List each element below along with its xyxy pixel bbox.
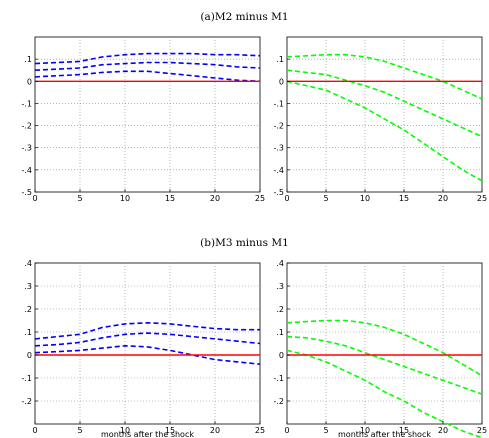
x-tick-label: 20 — [210, 194, 220, 203]
y-tick-label: 0 — [279, 77, 284, 86]
y-tick-label: -.3 — [21, 144, 32, 153]
y-tick-label: .1 — [276, 55, 284, 64]
y-tick-label: .4 — [276, 259, 284, 268]
x-tick-label: 10 — [120, 426, 130, 435]
x-tick-label: 10 — [120, 194, 130, 203]
y-tick-label: 0 — [27, 77, 32, 86]
axes-frame — [34, 262, 261, 425]
y-tick-label: .4 — [24, 259, 32, 268]
series-line-3 — [286, 349, 483, 438]
y-tick-label: .1 — [24, 328, 32, 337]
y-tick-label: -.1 — [21, 99, 32, 108]
series-line-3 — [286, 80, 483, 182]
x-tick-label: 25 — [255, 194, 265, 203]
axes-frame — [34, 36, 261, 193]
y-tick-label: -.5 — [273, 188, 284, 197]
plots: 0 5 10 15 20 25 -.5 -.4 -.3 -.2 -.1 0 .1 0 5 10 15 20 25 -.… — [21, 36, 487, 438]
x-tick-label: 15 — [165, 194, 175, 203]
y-tick-label: .3 — [24, 282, 32, 291]
y-tick-label: -.3 — [273, 144, 284, 153]
plot-4: 0 5 10 15 20 25 -.2 -.1 0 .1 .2 .3 .4 months after th… — [273, 259, 487, 438]
x-tick-label: 0 — [32, 194, 37, 203]
series-line-3 — [34, 70, 261, 83]
series-line-1 — [286, 319, 483, 377]
x-tick-label: 10 — [360, 426, 370, 435]
y-tick-label: .2 — [276, 305, 284, 314]
x-tick-label: 25 — [477, 426, 487, 435]
x-tick-label: 10 — [360, 194, 370, 203]
y-tick-label: -.2 — [273, 122, 284, 131]
y-tick-label: .2 — [24, 305, 32, 314]
plot-3: 0 5 10 15 20 25 -.2 -.1 0 .1 .2 .3 .4 months after th… — [21, 259, 265, 438]
x-tick-label: 20 — [210, 426, 220, 435]
x-tick-label: 25 — [255, 426, 265, 435]
y-tick-label: -.2 — [273, 397, 284, 406]
y-tick-label: -.2 — [21, 122, 32, 131]
x-tick-label: 25 — [477, 194, 487, 203]
y-tick-label: -.4 — [21, 166, 32, 175]
y-tick-label: 0 — [279, 351, 284, 360]
x-tick-label: 5 — [323, 194, 328, 203]
x-axis-label: months after the shock — [101, 430, 194, 438]
y-tick-label: -.4 — [273, 166, 284, 175]
x-tick-label: 15 — [399, 426, 409, 435]
plot-1: 0 5 10 15 20 25 -.5 -.4 -.3 -.2 -.1 0 .1 — [21, 36, 265, 203]
series-line-2 — [286, 69, 483, 138]
x-tick-label: 5 — [323, 426, 328, 435]
x-tick-label: 0 — [284, 426, 289, 435]
series-line-3 — [34, 344, 261, 365]
x-tick-label: 5 — [77, 426, 82, 435]
y-tick-label: .1 — [24, 55, 32, 64]
x-axis-label: months after the shock — [338, 430, 431, 438]
x-tick-label: 15 — [399, 194, 409, 203]
x-tick-label: 5 — [77, 194, 82, 203]
series-line-2 — [34, 61, 261, 71]
y-tick-label: 0 — [27, 351, 32, 360]
x-tick-label: 20 — [438, 426, 448, 435]
x-tick-label: 20 — [438, 194, 448, 203]
x-tick-label: 15 — [165, 426, 175, 435]
series-line-2 — [34, 332, 261, 347]
axes-frame — [286, 262, 483, 425]
y-tick-label: -.1 — [273, 99, 284, 108]
axes-frame — [286, 36, 483, 193]
plot-2: 0 5 10 15 20 25 -.5 -.4 -.3 -.2 -.1 0 .1 — [273, 36, 487, 203]
series-line-1 — [34, 321, 260, 340]
y-tick-label: -.5 — [21, 188, 32, 197]
y-tick-label: -.1 — [273, 374, 284, 383]
series-line-1 — [34, 52, 261, 65]
series-line-1 — [286, 53, 483, 100]
y-tick-label: .1 — [276, 328, 284, 337]
x-tick-label: 0 — [284, 194, 289, 203]
series-line-2 — [286, 335, 483, 395]
y-tick-label: -.1 — [21, 374, 32, 383]
panel-title-a: (a)M2 minus M1 — [200, 11, 288, 23]
y-tick-label: -.2 — [21, 397, 32, 406]
x-tick-label: 0 — [32, 426, 37, 435]
y-tick-label: .3 — [276, 282, 284, 291]
panel-title-b: (b)M3 minus M1 — [200, 237, 289, 249]
